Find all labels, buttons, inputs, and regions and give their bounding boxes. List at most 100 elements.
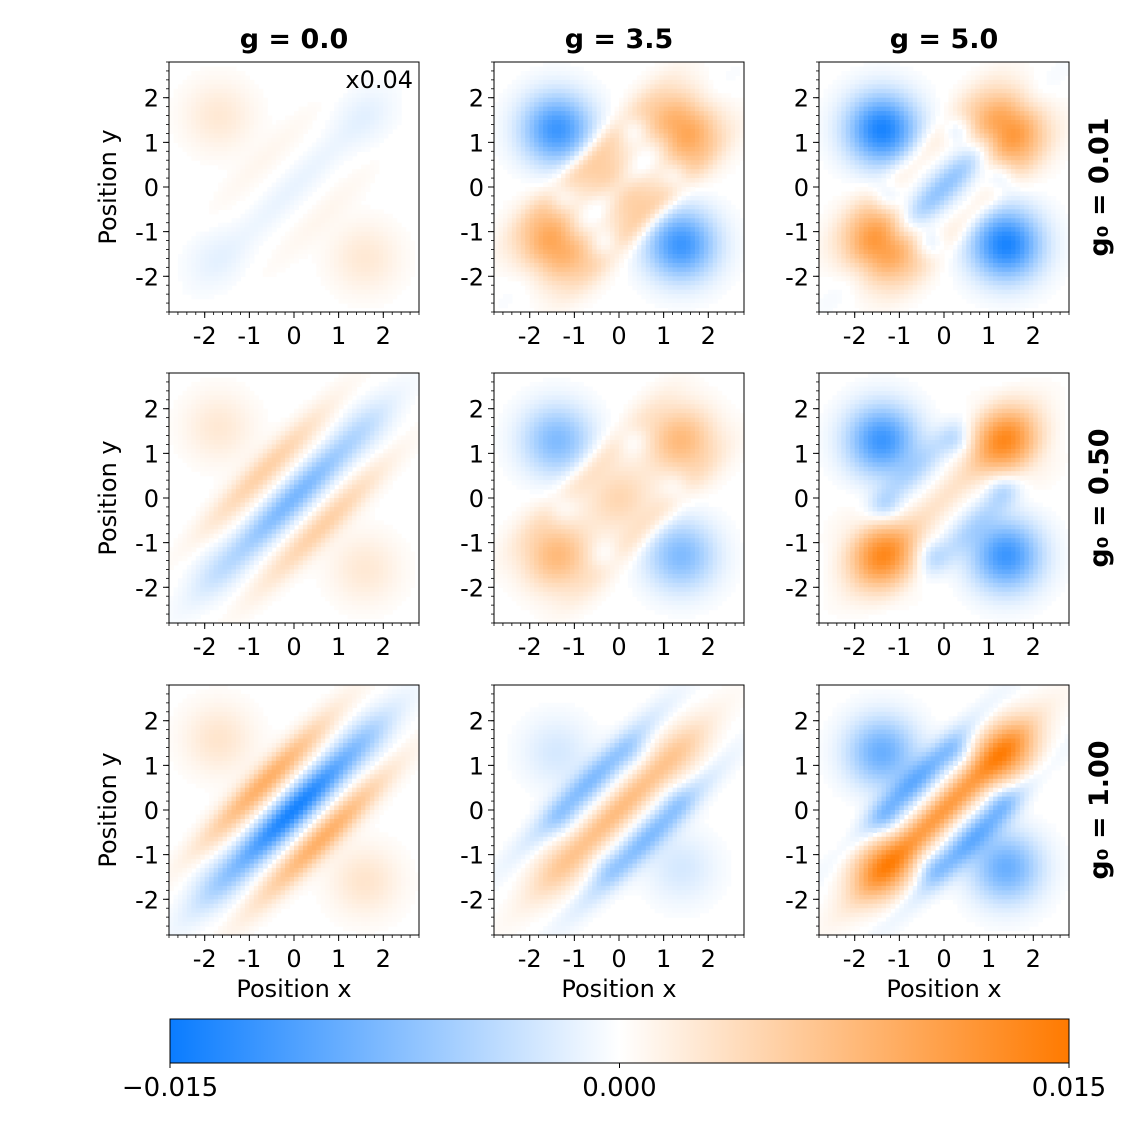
colorbar-label-min: −0.015 [122, 1073, 218, 1103]
x-tick-label: -1 [562, 633, 586, 661]
y-tick-label: -2 [785, 886, 809, 914]
y-tick-label: 2 [469, 708, 484, 736]
x-tick-label: 2 [701, 322, 716, 350]
ylabel-text: Position y [94, 129, 122, 244]
x-tick-label: 1 [981, 633, 996, 661]
x-tick-label: -2 [518, 633, 542, 661]
y-tick-label: 1 [794, 440, 809, 468]
x-tick-label: -2 [193, 945, 217, 973]
y-tick-label: 2 [794, 85, 809, 113]
y-tick-label: 1 [469, 129, 484, 157]
x-tick-label: 0 [936, 945, 951, 973]
y-tick-label: 2 [144, 396, 159, 424]
x-tick-label: -1 [237, 633, 261, 661]
x-tick-label: 2 [376, 633, 391, 661]
y-tick-label: -2 [135, 263, 159, 291]
y-tick-label: 1 [794, 129, 809, 157]
y-tick-label: 2 [144, 85, 159, 113]
x-tick-label: 2 [701, 633, 716, 661]
x-tick-label: 2 [1026, 945, 1041, 973]
scale-annotation: x0.04 [345, 66, 413, 94]
y-tick-label: -2 [460, 886, 484, 914]
colorbar [169, 1018, 1070, 1064]
y-tick-label: 1 [469, 752, 484, 780]
ylabel-row-0: Position y [94, 129, 122, 244]
x-tick-label: -2 [843, 945, 867, 973]
x-tick-label: 2 [701, 945, 716, 973]
x-tick-label: 1 [656, 945, 671, 973]
heatmap-panel-r2-c1: -2 -2 -1 -1 0 0 1 1 2 2 [460, 684, 745, 973]
y-tick-label: -1 [135, 530, 159, 558]
row-title-1: g₀ = 0.50 [1084, 428, 1115, 567]
y-tick-label: 2 [144, 708, 159, 736]
ylabel-row-1: Position y [94, 440, 122, 555]
heatmap-panel-r0-c0: -2 -2 -1 -1 0 0 1 1 2 2 [135, 61, 420, 350]
x-tick-label: 0 [286, 945, 301, 973]
x-tick-label: -1 [562, 945, 586, 973]
y-tick-label: 1 [144, 752, 159, 780]
x-tick-label: 1 [981, 322, 996, 350]
xlabel-col-2: Position x [886, 975, 1001, 1003]
x-tick-label: 1 [331, 633, 346, 661]
x-tick-label: -1 [562, 322, 586, 350]
heatmap-panel-r2-c0: -2 -2 -1 -1 0 0 1 1 2 2 [135, 684, 420, 973]
y-tick-label: 1 [469, 440, 484, 468]
y-tick-label: -1 [460, 530, 484, 558]
x-tick-label: -2 [843, 322, 867, 350]
y-tick-label: -2 [460, 574, 484, 602]
column-title-0: g = 0.0 [240, 24, 349, 55]
y-tick-label: 0 [469, 174, 484, 202]
heatmap-panel-r1-c0: -2 -2 -1 -1 0 0 1 1 2 2 [135, 372, 420, 661]
colorbar-label-max: 0.015 [1032, 1073, 1106, 1103]
column-title-1: g = 3.5 [565, 24, 674, 55]
x-tick-label: -2 [518, 945, 542, 973]
x-tick-label: -1 [237, 322, 261, 350]
x-tick-label: 0 [936, 633, 951, 661]
x-tick-label: 0 [286, 322, 301, 350]
y-tick-label: 1 [144, 440, 159, 468]
row-title-2: g₀ = 1.00 [1084, 740, 1115, 879]
x-tick-label: 1 [331, 322, 346, 350]
y-tick-label: -1 [460, 842, 484, 870]
y-tick-label: 2 [469, 85, 484, 113]
colorbar-label-mid: 0.000 [582, 1073, 656, 1103]
x-tick-label: 0 [286, 633, 301, 661]
column-title-2: g = 5.0 [890, 24, 999, 55]
heatmap-panel-r1-c2: -2 -2 -1 -1 0 0 1 1 2 2 [785, 372, 1070, 661]
y-tick-label: 1 [144, 129, 159, 157]
x-tick-label: 2 [1026, 633, 1041, 661]
x-tick-label: 1 [656, 322, 671, 350]
x-tick-label: -1 [237, 945, 261, 973]
x-tick-label: 2 [376, 945, 391, 973]
heatmap-panel-r0-c2: -2 -2 -1 -1 0 0 1 1 2 2 [785, 61, 1070, 350]
y-tick-label: -2 [135, 574, 159, 602]
x-tick-label: -1 [887, 322, 911, 350]
xlabel-col-1: Position x [561, 975, 676, 1003]
x-tick-label: 0 [611, 322, 626, 350]
y-tick-label: 0 [794, 485, 809, 513]
y-tick-label: 0 [144, 797, 159, 825]
y-tick-label: -2 [785, 574, 809, 602]
y-tick-label: -1 [460, 219, 484, 247]
y-tick-label: -2 [135, 886, 159, 914]
x-tick-label: -1 [887, 945, 911, 973]
y-tick-label: 0 [794, 174, 809, 202]
x-tick-label: 1 [331, 945, 346, 973]
x-tick-label: -2 [518, 322, 542, 350]
x-tick-label: 0 [936, 322, 951, 350]
y-tick-label: -2 [785, 263, 809, 291]
heatmap-panel-r1-c1: -2 -2 -1 -1 0 0 1 1 2 2 [460, 372, 745, 661]
y-tick-label: -1 [785, 219, 809, 247]
x-tick-label: -2 [193, 322, 217, 350]
y-tick-label: 2 [794, 708, 809, 736]
y-tick-label: -1 [135, 219, 159, 247]
heatmap-panel-r2-c2: -2 -2 -1 -1 0 0 1 1 2 2 [785, 684, 1070, 973]
y-tick-label: -2 [460, 263, 484, 291]
x-tick-label: 0 [611, 945, 626, 973]
x-tick-label: 1 [656, 633, 671, 661]
ylabel-row-2: Position y [94, 752, 122, 867]
x-tick-label: -1 [887, 633, 911, 661]
ylabel-text: Position y [94, 752, 122, 867]
heatmap-panel-r0-c1: -2 -2 -1 -1 0 0 1 1 2 2 [460, 61, 745, 350]
